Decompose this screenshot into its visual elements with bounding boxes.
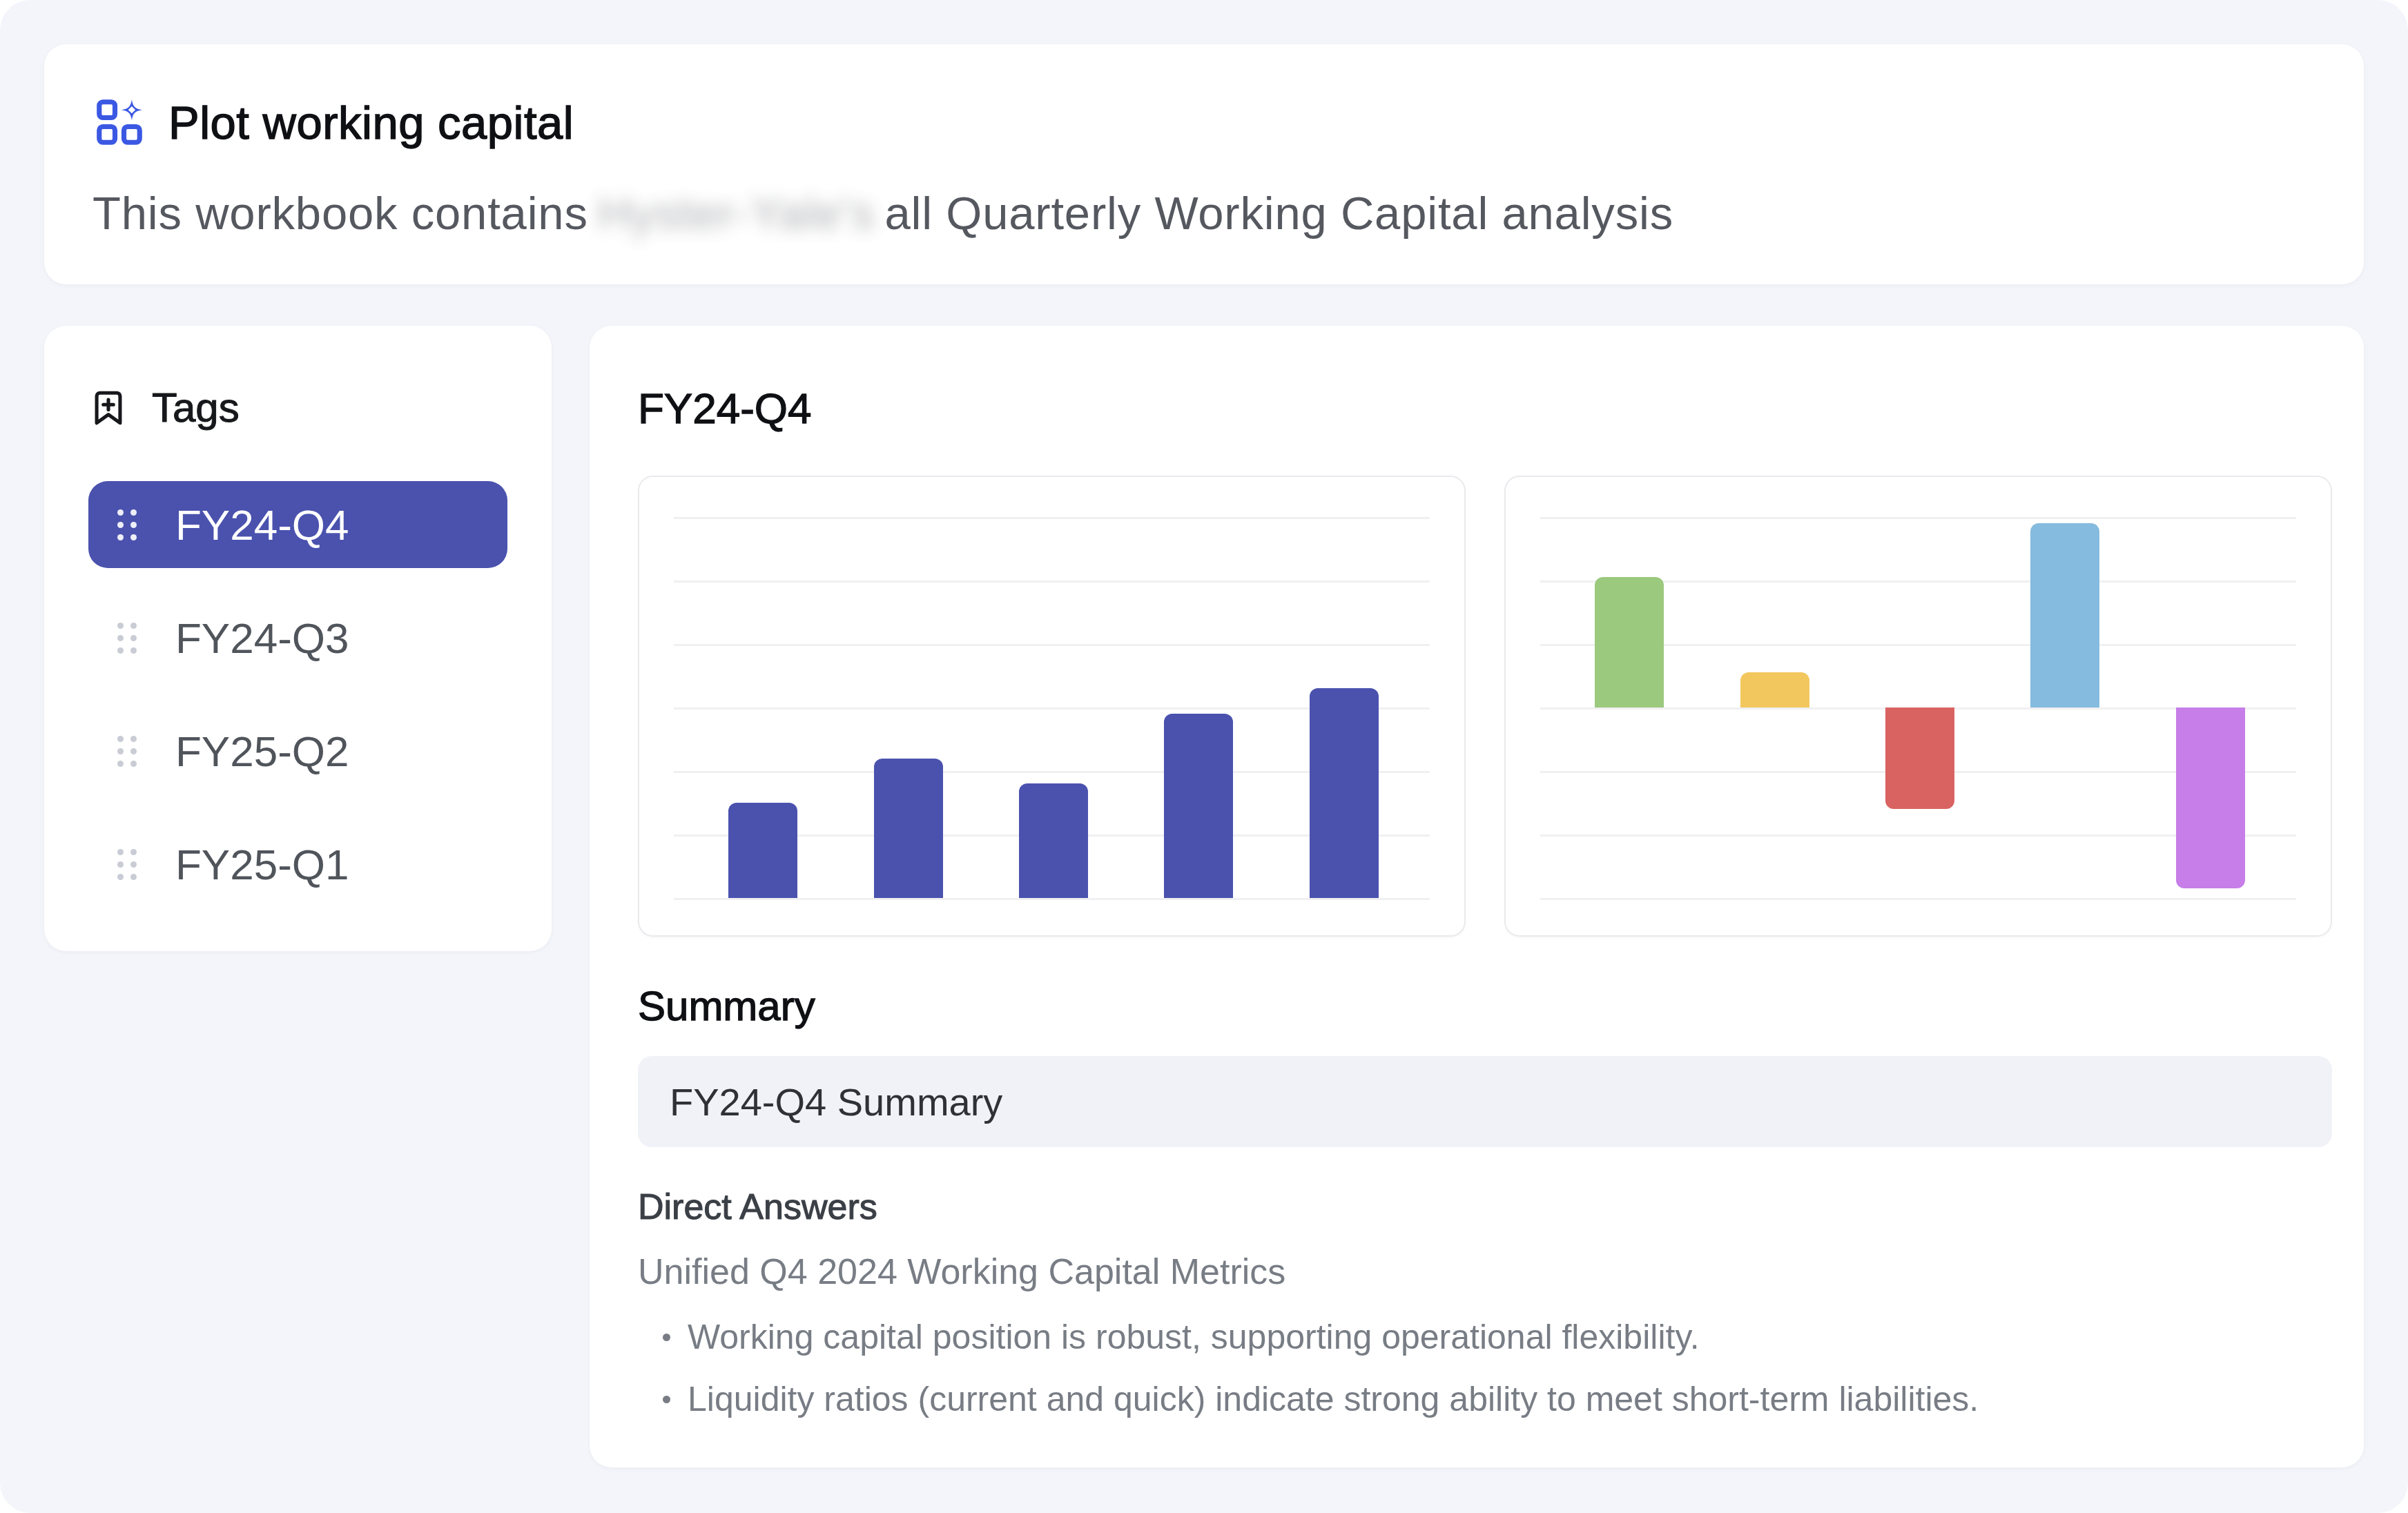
description-suffix: all Quarterly Working Capital analysis	[884, 187, 1673, 239]
description-prefix: This workbook contains	[93, 187, 588, 239]
gridline	[674, 898, 1430, 900]
summary-heading: Summary	[638, 982, 2332, 1030]
bar	[728, 803, 797, 898]
drag-handle-icon[interactable]	[117, 849, 137, 880]
bar	[1310, 688, 1379, 898]
bar	[2176, 707, 2245, 888]
gridline	[1540, 898, 2296, 900]
drag-handle-icon[interactable]	[117, 736, 137, 767]
content-panel: FY24-Q4 Summary FY24-Q4 Summary Direct A…	[590, 326, 2364, 1467]
bar	[1164, 714, 1233, 898]
drag-handle-icon[interactable]	[117, 623, 137, 654]
working-capital-bar-chart	[638, 476, 1466, 937]
drag-handle-icon[interactable]	[117, 509, 137, 540]
summary-box-text: FY24-Q4 Summary	[670, 1080, 1002, 1124]
header-card: Plot working capital This workbook conta…	[44, 44, 2364, 284]
workbook-description: This workbook containsHyster-Yale'sall Q…	[93, 186, 2324, 240]
summary-box[interactable]: FY24-Q4 Summary	[638, 1056, 2332, 1147]
tag-item-fy24-q4[interactable]: FY24-Q4	[88, 481, 507, 568]
gridline	[674, 517, 1430, 519]
tag-item-fy25-q1[interactable]: FY25-Q1	[88, 821, 507, 908]
selected-tag-title: FY24-Q4	[638, 384, 2332, 433]
bar	[1595, 577, 1664, 707]
tags-panel: Tags FY24-Q4 FY24-Q3 FY25-Q2 FY25-Q1	[44, 326, 552, 951]
tag-item-fy25-q2[interactable]: FY25-Q2	[88, 707, 507, 794]
bullet-item: Liquidity ratios (current and quick) ind…	[638, 1379, 2332, 1419]
bullet-item: Working capital position is robust, supp…	[638, 1317, 2332, 1357]
metrics-line: Unified Q4 2024 Working Capital Metrics	[638, 1251, 2332, 1292]
bookmark-plus-icon	[88, 388, 128, 428]
bar	[1740, 672, 1809, 707]
page-title: Plot working capital	[168, 96, 574, 149]
workflow-sparkle-icon	[93, 95, 146, 149]
gridline	[674, 644, 1430, 646]
app-background: Plot working capital This workbook conta…	[0, 0, 2408, 1513]
tag-label: FY25-Q1	[175, 840, 349, 889]
tag-label: FY25-Q2	[175, 727, 349, 776]
metrics-diverging-bar-chart	[1504, 476, 2332, 937]
direct-answers-heading: Direct Answers	[638, 1186, 2332, 1227]
gridline	[674, 580, 1430, 583]
bullet-list: Working capital position is robust, supp…	[638, 1317, 2332, 1419]
bar	[2030, 523, 2099, 707]
tag-label: FY24-Q3	[175, 614, 349, 663]
tag-list: FY24-Q4 FY24-Q3 FY25-Q2 FY25-Q1	[88, 481, 507, 908]
gridline	[1540, 517, 2296, 519]
tag-label: FY24-Q4	[175, 500, 349, 549]
tags-title: Tags	[152, 384, 240, 431]
bar	[1885, 707, 1954, 809]
bar	[1019, 783, 1088, 898]
tag-item-fy24-q3[interactable]: FY24-Q3	[88, 594, 507, 681]
redacted-company-name: Hyster-Yale's	[598, 187, 875, 239]
bar	[874, 759, 943, 898]
